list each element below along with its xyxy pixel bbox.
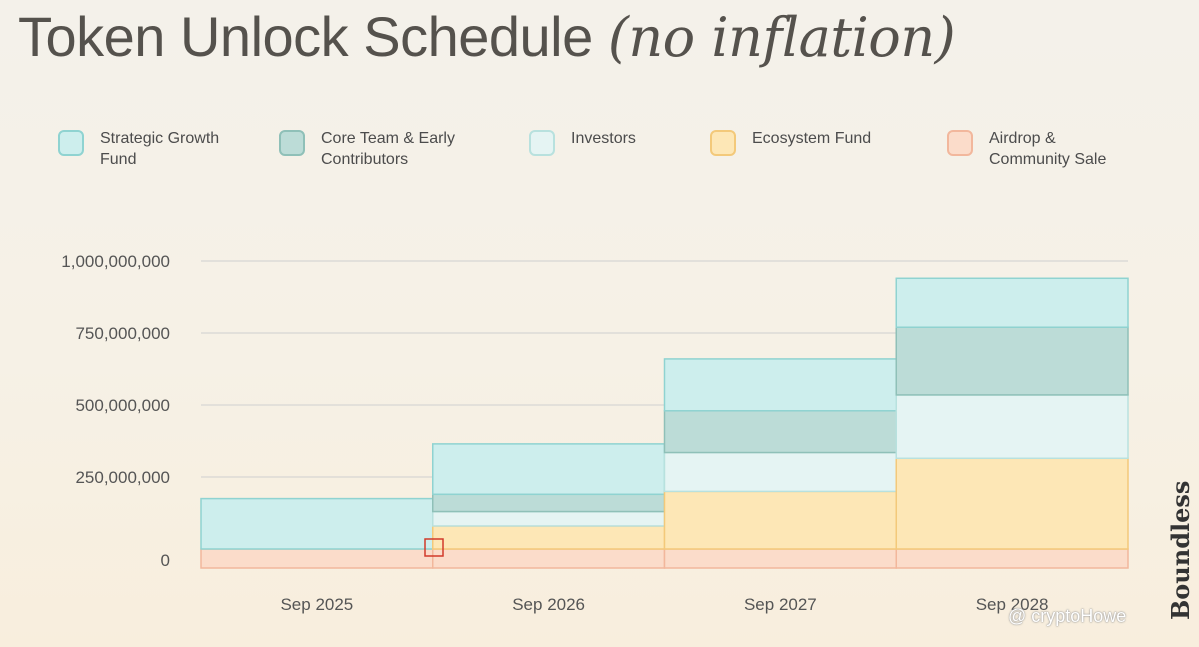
legend-swatch-investors	[529, 130, 555, 156]
x-axis-labels: Sep 2025 Sep 2026 Sep 2027 Sep 2028	[280, 595, 1048, 614]
x-tick-label: Sep 2028	[976, 595, 1049, 614]
highlight-box	[424, 538, 444, 557]
area-segment	[895, 326, 1129, 396]
y-tick-label: 750,000,000	[75, 324, 170, 343]
x-tick-label: Sep 2027	[744, 595, 817, 614]
area-segment	[432, 510, 666, 527]
legend-item-strategic: Strategic Growth Fund	[58, 128, 260, 170]
area-segment	[663, 358, 897, 412]
y-axis-labels: 0 250,000,000 500,000,000 750,000,000 1,000,…	[61, 252, 170, 570]
stacked-areas	[200, 277, 1129, 569]
area-segment	[895, 277, 1129, 328]
area-segment	[200, 497, 434, 550]
y-tick-label: 0	[161, 551, 170, 570]
legend-swatch-airdrop	[947, 130, 973, 156]
legend-item-ecosystem: Ecosystem Fund	[710, 128, 912, 156]
legend: Strategic Growth Fund Core Team & Early …	[0, 128, 1199, 188]
legend-label-investors: Investors	[571, 130, 636, 147]
x-tick-label: Sep 2026	[512, 595, 585, 614]
legend-swatch-core-team	[279, 130, 305, 156]
chart-title: Token Unlock Schedule (no inflation)	[18, 2, 956, 73]
area-segment	[663, 548, 897, 569]
title-main: Token Unlock Schedule	[18, 5, 593, 68]
area-segment	[200, 548, 434, 569]
legend-swatch-ecosystem	[710, 130, 736, 156]
legend-item-airdrop: Airdrop & Community Sale	[947, 128, 1129, 170]
watermark-text: @ cryptoHowe	[1008, 606, 1127, 626]
area-segment	[895, 548, 1129, 569]
area-segment	[432, 548, 666, 569]
legend-label-airdrop: Airdrop & Community Sale	[989, 130, 1107, 168]
legend-label-core-team: Core Team & Early Contributors	[321, 130, 455, 168]
area-segment	[432, 525, 666, 550]
area-segment	[895, 394, 1129, 460]
area-segment	[895, 457, 1129, 550]
legend-label-strategic: Strategic Growth Fund	[100, 130, 220, 168]
area-segment	[663, 410, 897, 454]
title-subtitle: (no inflation)	[607, 6, 956, 69]
area-segment	[663, 490, 897, 550]
x-tick-label: Sep 2025	[280, 595, 353, 614]
y-tick-label: 1,000,000,000	[61, 252, 170, 271]
legend-item-investors: Investors	[529, 128, 731, 156]
y-tick-label: 250,000,000	[75, 468, 170, 487]
area-segment	[432, 493, 666, 513]
legend-swatch-strategic	[58, 130, 84, 156]
brand-logo: Boundless	[1166, 480, 1195, 620]
y-tick-label: 500,000,000	[75, 396, 170, 415]
watermark: @ cryptoHowe	[1008, 606, 1126, 627]
legend-item-core-team: Core Team & Early Contributors	[279, 128, 471, 170]
area-segment	[432, 443, 666, 496]
highlight-marker	[424, 538, 444, 557]
area-segment	[663, 451, 897, 493]
legend-label-ecosystem: Ecosystem Fund	[752, 130, 872, 147]
